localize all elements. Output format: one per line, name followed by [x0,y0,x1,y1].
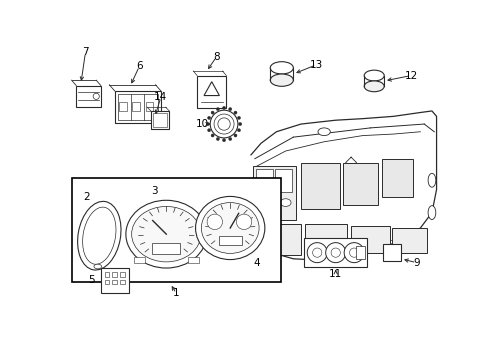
Bar [120,272,124,276]
Bar [112,280,117,284]
Ellipse shape [364,70,384,81]
Bar [76,86,101,107]
Bar [218,236,241,245]
Ellipse shape [280,199,290,206]
Ellipse shape [207,129,210,132]
Bar [153,113,167,127]
Bar [381,159,412,197]
Text: 10: 10 [196,119,209,129]
Bar [197,76,226,108]
Bar [112,272,117,276]
Ellipse shape [207,116,210,120]
Text: 14: 14 [154,92,167,102]
Bar [350,226,389,253]
Bar [104,280,109,284]
Ellipse shape [344,243,364,263]
Ellipse shape [330,248,340,257]
Bar [119,102,127,111]
Ellipse shape [216,138,219,140]
Bar [145,102,153,111]
Ellipse shape [427,173,435,187]
Bar [187,257,198,264]
Bar [134,257,144,264]
Bar [118,94,158,120]
Ellipse shape [238,122,241,126]
Bar [101,268,128,293]
Ellipse shape [306,243,326,263]
Ellipse shape [125,200,206,268]
Ellipse shape [82,207,116,264]
Text: 7: 7 [82,48,89,58]
Ellipse shape [222,139,225,142]
Text: 9: 9 [412,258,419,267]
Ellipse shape [255,227,266,241]
Bar [274,169,291,192]
Bar [120,280,124,284]
Ellipse shape [325,243,345,263]
Ellipse shape [78,201,121,270]
Ellipse shape [211,134,214,137]
Ellipse shape [222,106,225,109]
Text: 4: 4 [253,258,259,267]
Text: 12: 12 [404,71,417,81]
Ellipse shape [216,108,219,111]
Ellipse shape [210,110,238,138]
Bar [256,169,273,192]
Ellipse shape [211,111,214,114]
Ellipse shape [207,214,222,230]
Bar [71,178,281,282]
Text: 1: 1 [173,288,179,298]
Bar [104,272,109,276]
Bar [355,247,364,259]
Bar [151,111,169,130]
Text: 11: 11 [328,269,342,279]
Ellipse shape [233,134,237,137]
Ellipse shape [427,206,435,220]
Text: 2: 2 [83,192,90,202]
Ellipse shape [270,62,293,74]
Polygon shape [345,157,356,168]
Ellipse shape [228,138,231,140]
Bar [391,228,426,253]
Bar [253,166,295,220]
Ellipse shape [131,206,201,262]
Ellipse shape [312,248,321,257]
Ellipse shape [206,122,209,126]
Ellipse shape [228,108,231,111]
Polygon shape [250,111,436,260]
Ellipse shape [233,111,237,114]
Ellipse shape [255,199,266,206]
Bar [382,244,400,261]
Bar [152,243,180,254]
Ellipse shape [237,116,240,120]
Ellipse shape [236,214,251,230]
Ellipse shape [93,93,99,99]
Ellipse shape [270,74,293,86]
Bar [305,224,346,255]
Ellipse shape [317,128,329,136]
Ellipse shape [201,203,259,253]
Text: 6: 6 [136,61,142,71]
Bar [343,163,377,205]
Text: 3: 3 [151,186,158,196]
Bar [132,102,140,111]
Ellipse shape [349,248,358,257]
Ellipse shape [364,81,384,92]
Bar [254,224,301,255]
Text: 8: 8 [213,52,219,62]
Bar [304,238,366,267]
Ellipse shape [214,114,234,134]
Ellipse shape [94,264,102,269]
Text: 13: 13 [309,60,323,70]
Ellipse shape [237,129,240,132]
Ellipse shape [218,118,230,130]
Text: 5: 5 [88,275,95,285]
Bar [301,163,339,209]
Bar [115,91,161,123]
Ellipse shape [195,197,264,260]
